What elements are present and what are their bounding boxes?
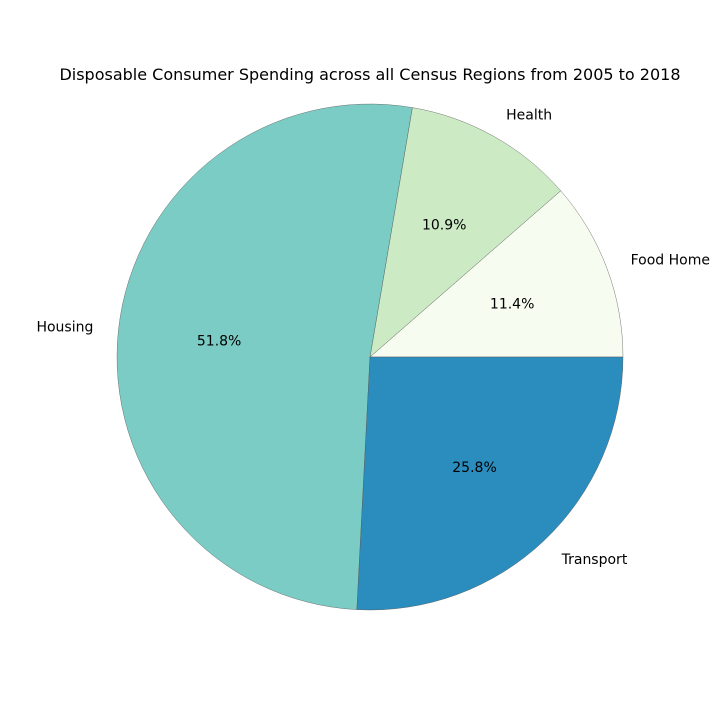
slice-pct-transport: 25.8%	[452, 460, 496, 476]
slice-pct-food-home: 11.4%	[490, 297, 534, 313]
slice-label-health: Health	[506, 107, 552, 123]
slice-label-transport: Transport	[561, 552, 628, 568]
pie-slice-health	[369, 107, 561, 358]
slice-pct-housing: 51.8%	[197, 333, 241, 349]
pie-slice-housing	[116, 103, 413, 610]
slice-pct-health: 10.9%	[422, 218, 466, 234]
pie-slice-transport	[356, 356, 624, 611]
chart-title: Disposable Consumer Spending across all …	[59, 65, 680, 84]
pie-labels: Food Home 11.4% Health 10.9% Housing 51.8% Tra…	[36, 107, 710, 568]
slice-label-housing: Housing	[36, 319, 93, 335]
pie-slice-food-home	[369, 190, 624, 358]
slice-label-food-home: Food Home	[631, 252, 710, 268]
pie-slices	[116, 103, 624, 611]
